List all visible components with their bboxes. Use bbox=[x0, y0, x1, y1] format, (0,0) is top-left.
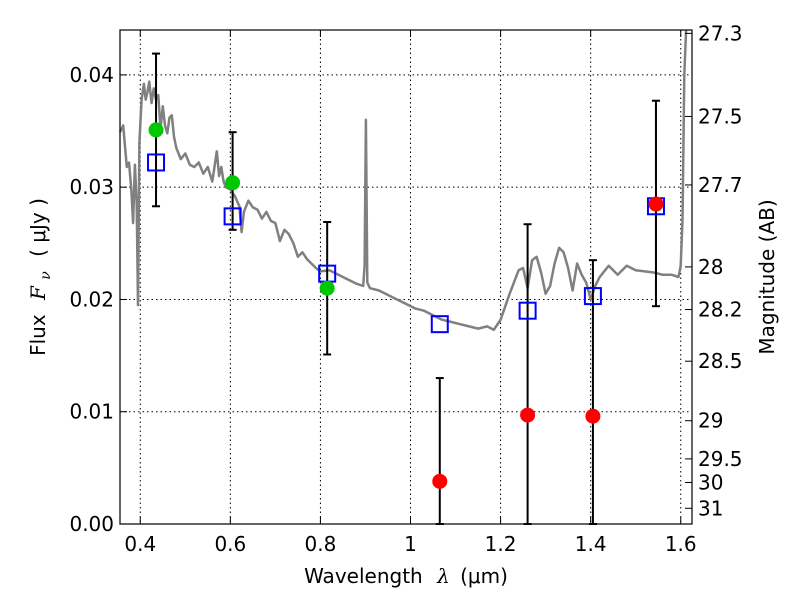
circle-marker bbox=[319, 280, 335, 296]
x-tick-label: 0.4 bbox=[124, 532, 156, 556]
circle-marker bbox=[585, 408, 601, 424]
grid-lines bbox=[120, 30, 692, 524]
axis-ticks: 0.4 0.6 0.8 1 1.2 1.4 1.6 0.00 0.01 0.02 0.03 0.04 2… bbox=[69, 21, 742, 556]
circle-marker bbox=[648, 196, 664, 212]
x-tick-label: 1.4 bbox=[575, 532, 607, 556]
model-spectrum-line bbox=[118, 29, 688, 332]
circle-marker bbox=[432, 473, 448, 489]
y-axis-label-symbol: F bbox=[26, 285, 50, 301]
x-axis-label-symbol: λ bbox=[436, 564, 450, 588]
right-tick-label: 29 bbox=[698, 409, 723, 433]
x-axis-label-unit: (μm) bbox=[460, 564, 508, 588]
x-tick-label: 1.6 bbox=[665, 532, 697, 556]
square-marker bbox=[583, 287, 602, 306]
circle-marker bbox=[225, 175, 241, 191]
x-tick-label: 0.8 bbox=[305, 532, 337, 556]
square-marker bbox=[430, 315, 449, 334]
model-spectrum bbox=[118, 29, 688, 332]
x-tick-label: 1 bbox=[404, 532, 417, 556]
y-axis-label-subscript: ν bbox=[38, 271, 54, 280]
plot-frame bbox=[119, 29, 693, 525]
right-tick-label: 27.7 bbox=[698, 173, 743, 197]
y-axis-label-text: Flux bbox=[26, 314, 50, 356]
right-tick-label: 28.5 bbox=[698, 349, 743, 373]
y-tick-label: 0.03 bbox=[69, 175, 114, 199]
square-marker bbox=[518, 301, 537, 320]
right-tick-label: 28.2 bbox=[698, 298, 743, 322]
error-bars bbox=[152, 52, 660, 525]
x-tick-label: 1.2 bbox=[485, 532, 517, 556]
right-tick-label: 31 bbox=[698, 496, 723, 520]
y-axis-label: Flux F ν ( μJy ) bbox=[26, 198, 55, 356]
y-tick-label: 0.01 bbox=[69, 400, 114, 424]
x-axis-label: Wavelength λ (μm) bbox=[304, 564, 508, 588]
y-tick-label: 0.02 bbox=[69, 287, 114, 311]
right-tick-label: 27.5 bbox=[698, 104, 743, 128]
square-marker bbox=[223, 207, 242, 226]
right-tick-label: 30 bbox=[698, 470, 723, 494]
right-tick-label: 29.5 bbox=[698, 447, 743, 471]
y-tick-label: 0.00 bbox=[69, 512, 114, 536]
y-axis-label-unit: ( μJy ) bbox=[26, 198, 50, 257]
y-tick-label: 0.04 bbox=[69, 63, 114, 87]
x-axis-label-text: Wavelength bbox=[304, 564, 423, 588]
right-tick-label: 28 bbox=[698, 255, 723, 279]
circle-marker bbox=[148, 122, 164, 138]
right-tick-label: 27.3 bbox=[698, 21, 743, 45]
x-tick-label: 0.6 bbox=[214, 532, 246, 556]
square-marker bbox=[147, 153, 166, 172]
data-markers bbox=[147, 122, 665, 489]
circle-marker bbox=[520, 407, 536, 423]
right-axis-label: Magnitude (AB) bbox=[755, 199, 779, 354]
